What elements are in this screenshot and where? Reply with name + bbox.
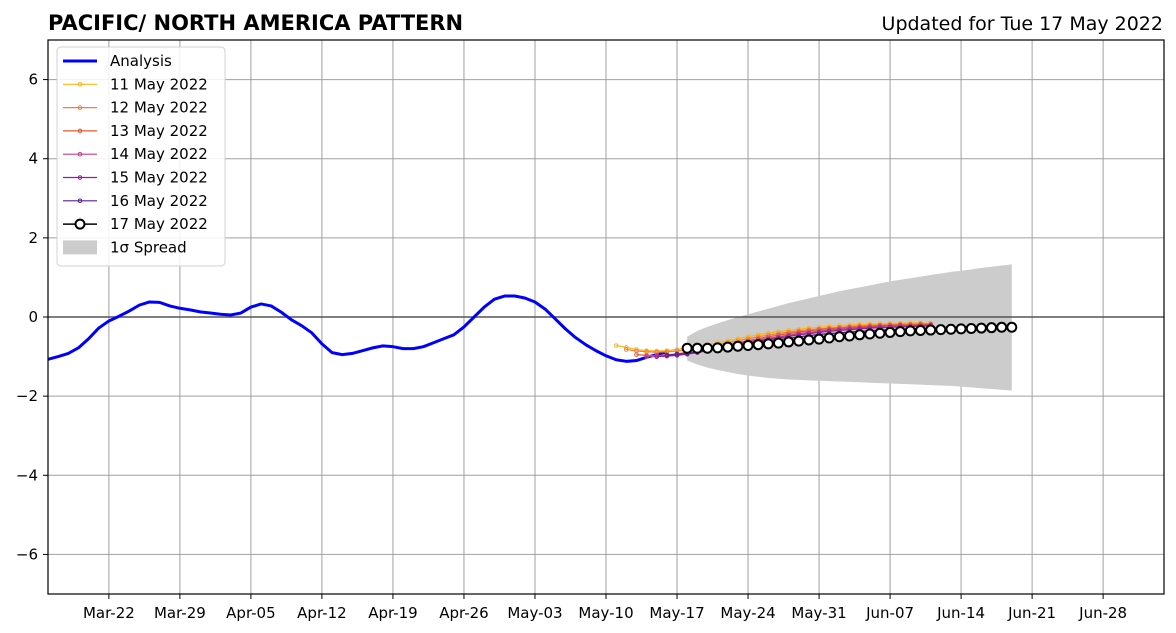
- forecast-point: [691, 342, 703, 354]
- forecast-point: [854, 329, 866, 341]
- forecast-point: [864, 328, 876, 340]
- x-tick-label: Jun-07: [865, 604, 914, 622]
- x-tick-label: Apr-19: [368, 604, 418, 622]
- forecast-point: [654, 354, 660, 359]
- forecast-point: [996, 321, 1008, 333]
- forecast-point: [965, 322, 977, 334]
- x-tick-label: May-03: [507, 604, 562, 622]
- legend: Analysis 11 May 2022 12 May 2022 13 May 202…: [56, 46, 226, 267]
- legend-marker: [74, 218, 86, 230]
- forecast-point: [674, 351, 680, 357]
- forecast-point: [701, 342, 713, 354]
- x-tick-label: May-10: [578, 604, 633, 622]
- forecast-point: [623, 347, 629, 352]
- legend-forecast-label: 13 May 2022: [110, 122, 208, 140]
- x-tick-label: Jun-14: [936, 604, 985, 622]
- y-tick-label: 6: [28, 71, 38, 89]
- forecast-point: [664, 352, 670, 358]
- legend-marker: [77, 198, 83, 204]
- forecast-point: [915, 324, 927, 336]
- forecast-point: [762, 338, 774, 350]
- y-tick-label: 4: [28, 150, 38, 168]
- forecast-point: [935, 324, 947, 336]
- x-tick-label: Mar-22: [83, 604, 135, 622]
- legend-box: [56, 46, 226, 267]
- forecast-point: [945, 323, 957, 335]
- legend-forecast-label: 15 May 2022: [110, 169, 208, 187]
- legend-marker: [77, 128, 83, 134]
- forecast-point: [823, 332, 835, 344]
- forecast-point: [742, 339, 754, 351]
- forecast-point: [884, 326, 896, 338]
- legend-forecast-label: 14 May 2022: [110, 145, 208, 163]
- forecast-point: [783, 336, 795, 348]
- forecast-point: [925, 324, 937, 336]
- legend-forecast-label: 17 May 2022: [110, 215, 208, 233]
- forecast-point: [874, 327, 886, 339]
- forecast-point: [975, 322, 987, 334]
- legend-forecast-label: 11 May 2022: [110, 75, 208, 93]
- forecast-point: [986, 322, 998, 334]
- x-tick-label: Jun-21: [1007, 604, 1056, 622]
- forecast-point: [803, 334, 815, 346]
- x-tick-label: Apr-12: [297, 604, 347, 622]
- forecast-point: [712, 342, 724, 354]
- forecast-point: [722, 341, 734, 353]
- forecast-point: [894, 326, 906, 338]
- legend-forecast-label: 12 May 2022: [110, 99, 208, 117]
- forecast-point: [843, 330, 855, 342]
- forecast-point: [793, 335, 805, 347]
- legend-marker: [77, 151, 83, 157]
- forecast-point: [772, 337, 784, 349]
- forecast-point: [623, 345, 629, 350]
- y-tick-label: −4: [16, 466, 38, 484]
- legend-analysis-label: Analysis: [110, 52, 172, 70]
- x-tick-label: Apr-26: [439, 604, 489, 622]
- legend-spread-label: 1σ Spread: [110, 238, 187, 256]
- x-tick-label: Apr-05: [226, 604, 276, 622]
- y-tick-label: −6: [16, 545, 38, 563]
- forecast-point: [904, 325, 916, 337]
- forecast-point: [833, 331, 845, 343]
- x-tick-label: May-17: [649, 604, 704, 622]
- forecast-point: [634, 352, 639, 357]
- y-tick-label: 2: [28, 229, 38, 247]
- forecast-point: [1006, 321, 1018, 333]
- x-tick-label: May-31: [791, 604, 846, 622]
- x-tick-label: Jun-28: [1078, 604, 1127, 622]
- forecast-point: [644, 354, 649, 359]
- analysis-line: [47, 294, 668, 363]
- forecast-point: [732, 340, 744, 352]
- chart-title: PACIFIC/ NORTH AMERICA PATTERN: [48, 11, 463, 35]
- plot-area: Mar-22 Mar-29 Apr-05 Apr-12 Apr-19 Apr-26 May-…: [16, 39, 1165, 622]
- y-tick-label: −2: [16, 387, 38, 405]
- legend-marker: [77, 105, 83, 110]
- forecast-point: [681, 342, 693, 354]
- legend-spread-swatch: [63, 240, 97, 255]
- forecast-point: [613, 343, 619, 348]
- legend-marker: [77, 175, 83, 180]
- forecast-point: [955, 323, 967, 335]
- y-tick-label: 0: [28, 308, 38, 326]
- forecast-point: [752, 339, 764, 351]
- chart-subtitle: Updated for Tue 17 May 2022: [882, 13, 1163, 35]
- x-tick-label: May-24: [720, 604, 775, 622]
- forecast-point: [813, 333, 825, 345]
- legend-marker: [77, 82, 83, 87]
- x-tick-label: Mar-29: [154, 604, 206, 622]
- legend-forecast-label: 16 May 2022: [110, 192, 208, 210]
- forecast-series: [681, 321, 1018, 354]
